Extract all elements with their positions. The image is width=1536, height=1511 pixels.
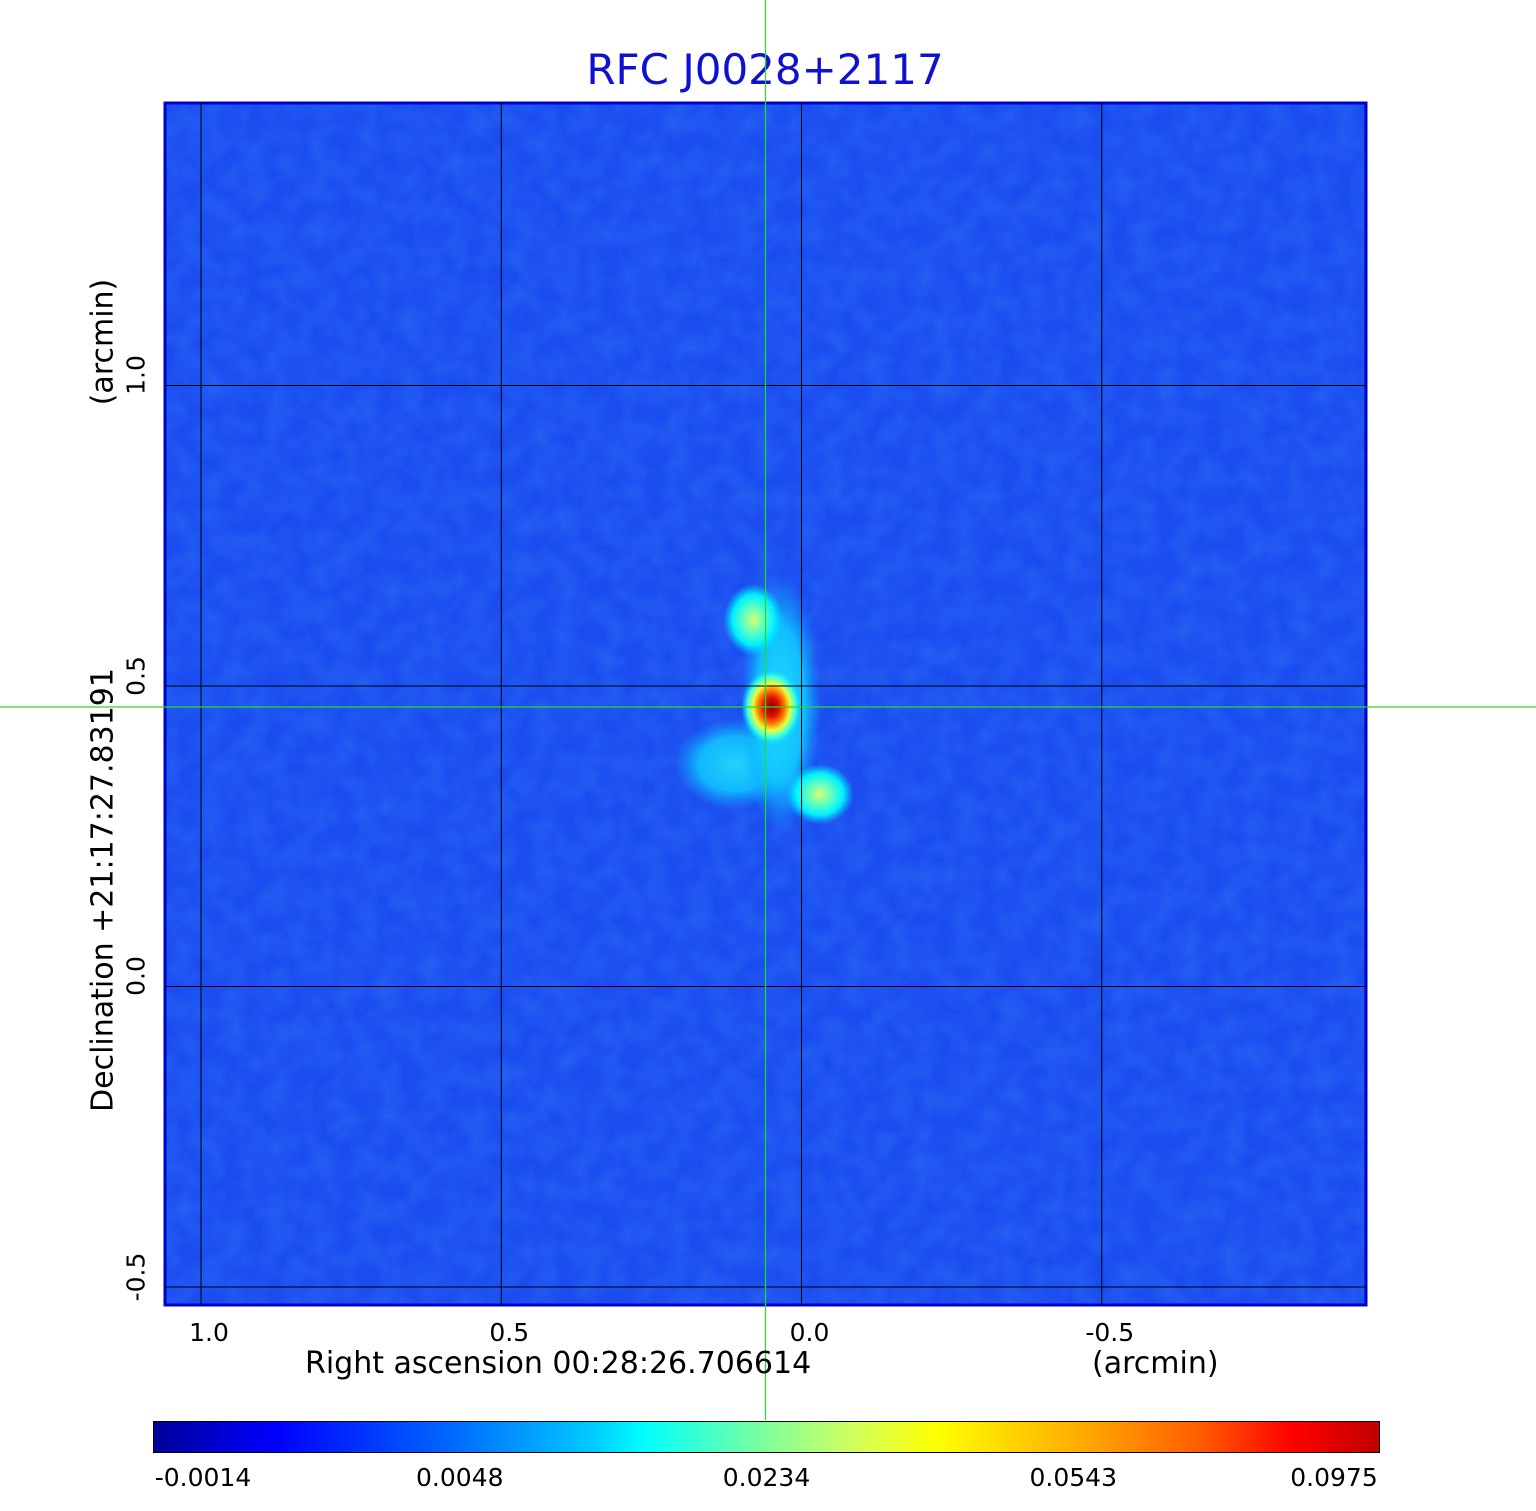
source-knot-south — [785, 764, 854, 825]
crosshair — [0, 0, 1536, 1420]
x-tick-label: -0.5 — [1085, 1318, 1135, 1347]
y-axis-label: Declination +21:17:27.83191 — [85, 668, 121, 1112]
y-tick-label: 0.5 — [121, 656, 151, 696]
y-tick-label: -0.5 — [121, 1252, 151, 1302]
x-axis-unit: (arcmin) — [1092, 1346, 1219, 1381]
y-axis-unit: (arcmin) — [85, 278, 121, 406]
y-tick-label: 1.0 — [121, 355, 151, 396]
colorbar — [153, 1421, 1380, 1453]
source-knot-north — [723, 583, 784, 656]
x-tick-label: 0.5 — [489, 1318, 530, 1347]
x-tick-label: 0.0 — [789, 1318, 830, 1347]
plot-area — [0, 0, 1536, 1420]
colorbar-tick-label: 0.0543 — [1029, 1463, 1117, 1492]
colorbar-tick-label: 0.0234 — [722, 1463, 811, 1492]
x-tick-label: 1.0 — [189, 1318, 229, 1347]
colorbar-tick-label: -0.0014 — [154, 1463, 252, 1492]
y-tick-label: 0.0 — [121, 956, 151, 997]
x-axis-label: Right ascension 00:28:26.706614 — [305, 1346, 812, 1381]
colorbar-tick-label: 0.0048 — [416, 1463, 504, 1492]
colorbar-tick-label: 0.0975 — [1290, 1463, 1378, 1492]
